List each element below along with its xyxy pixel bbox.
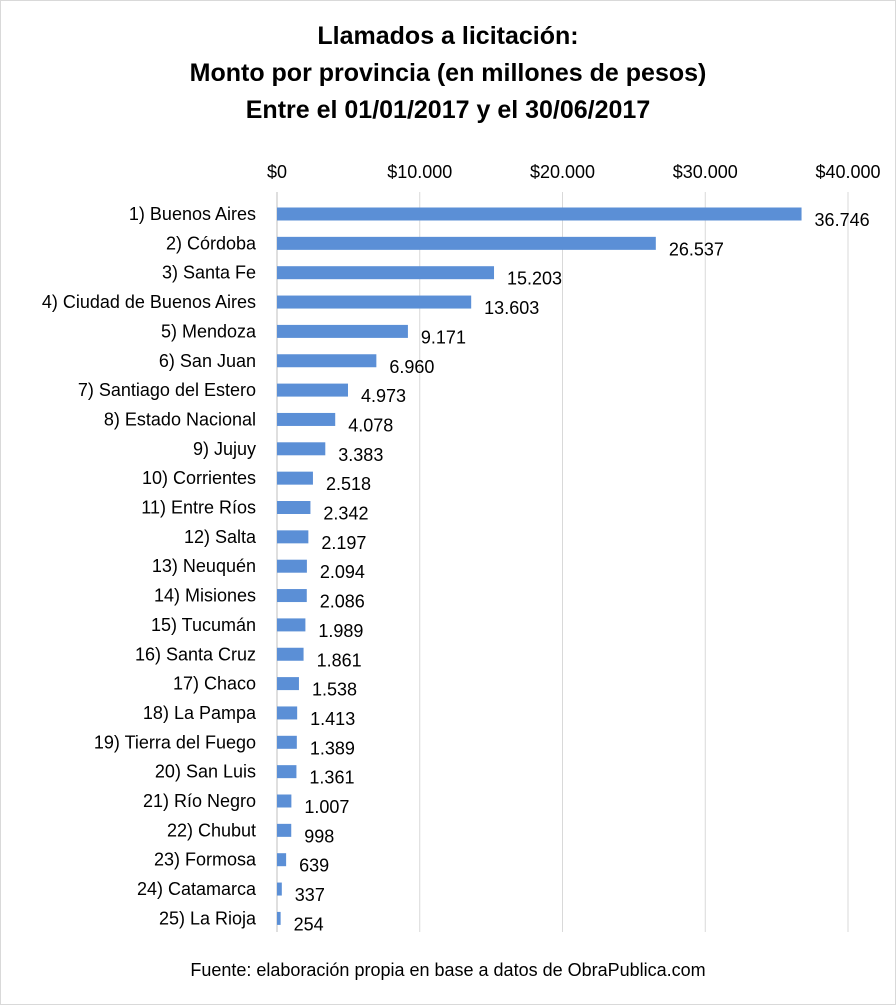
category-label: 12) Salta: [184, 527, 257, 547]
category-label: 6) San Juan: [159, 351, 256, 371]
data-label: 2.094: [320, 562, 365, 582]
category-label: 9) Jujuy: [193, 439, 256, 459]
data-label: 2.342: [323, 504, 368, 524]
data-label: 1.389: [310, 738, 355, 758]
category-label: 8) Estado Nacional: [104, 409, 256, 429]
bar: [277, 530, 309, 544]
category-label: 23) Formosa: [154, 850, 257, 870]
bar: [277, 324, 408, 338]
bar: [277, 794, 292, 808]
bar: [277, 383, 348, 397]
bar: [277, 412, 336, 426]
bar: [277, 354, 377, 368]
category-label: 18) La Pampa: [143, 703, 257, 723]
chart-title-line-2: Monto por provincia (en millones de peso…: [189, 59, 707, 87]
data-label: 4.973: [361, 386, 406, 406]
data-label: 1.538: [312, 680, 357, 700]
data-label: 2.518: [326, 474, 371, 494]
bar: [277, 911, 281, 925]
data-label: 4.078: [348, 415, 393, 435]
category-label: 4) Ciudad de Buenos Aires: [42, 292, 256, 312]
bar: [277, 677, 299, 691]
bar: [277, 706, 298, 720]
bar: [277, 295, 472, 309]
category-label: 15) Tucumán: [151, 615, 256, 635]
category-label: 7) Santiago del Estero: [78, 380, 256, 400]
bar: [277, 207, 802, 221]
data-label: 639: [299, 856, 329, 876]
bar: [277, 471, 313, 485]
category-label: 2) Córdoba: [166, 233, 257, 253]
bar: [277, 589, 307, 603]
bar: [277, 882, 282, 896]
bar: [277, 559, 307, 573]
data-label: 337: [295, 885, 325, 905]
bar: [277, 236, 656, 250]
x-tick-label: $10.000: [387, 162, 452, 182]
data-label: 6.960: [389, 357, 434, 377]
category-label: 25) La Rioja: [159, 908, 257, 928]
bar: [277, 853, 287, 867]
data-label: 13.603: [484, 298, 539, 318]
bar: [277, 647, 304, 661]
data-label: 2.086: [320, 592, 365, 612]
category-label: 22) Chubut: [167, 820, 256, 840]
data-label: 1.989: [318, 621, 363, 641]
data-label: 9.171: [421, 327, 466, 347]
bar: [277, 266, 495, 280]
data-label: 998: [304, 826, 334, 846]
category-label: 24) Catamarca: [137, 879, 257, 899]
data-label: 36.746: [815, 210, 870, 230]
chart-title: Llamados a licitación: Monto por provinc…: [0, 18, 896, 129]
x-tick-label: $0: [267, 162, 287, 182]
bar: [277, 442, 326, 456]
category-label: 17) Chaco: [173, 674, 256, 694]
data-label: 1.413: [310, 709, 355, 729]
category-label: 3) Santa Fe: [162, 263, 256, 283]
data-label: 254: [294, 914, 324, 934]
bar: [277, 765, 297, 779]
category-label: 19) Tierra del Fuego: [94, 732, 256, 752]
category-label: 5) Mendoza: [161, 321, 257, 341]
data-label: 1.361: [309, 768, 354, 788]
source-footer: Fuente: elaboración propia en base a dat…: [190, 960, 706, 980]
chart-title-line-1: Llamados a licitación:: [317, 22, 579, 50]
data-label: 26.537: [669, 239, 724, 259]
x-tick-label: $30.000: [673, 162, 738, 182]
data-label: 15.203: [507, 269, 562, 289]
chart-title-line-3: Entre el 01/01/2017 y el 30/06/2017: [245, 96, 651, 124]
bar: [277, 618, 306, 632]
bar: [277, 823, 292, 837]
data-label: 1.007: [304, 797, 349, 817]
category-label: 1) Buenos Aires: [129, 204, 256, 224]
x-tick-label: $20.000: [530, 162, 595, 182]
category-label: 13) Neuquén: [152, 556, 256, 576]
category-label: 14) Misiones: [154, 586, 256, 606]
category-label: 16) Santa Cruz: [135, 644, 256, 664]
data-label: 1.861: [317, 650, 362, 670]
category-label: 11) Entre Ríos: [141, 498, 256, 518]
category-label: 10) Corrientes: [142, 468, 256, 488]
bar: [277, 735, 297, 749]
bar: [277, 501, 311, 514]
category-label: 21) Río Negro: [143, 791, 256, 811]
data-label: 2.197: [321, 533, 366, 553]
x-tick-label: $40.000: [815, 162, 880, 182]
category-label: 20) San Luis: [155, 762, 256, 782]
data-label: 3.383: [338, 445, 383, 465]
